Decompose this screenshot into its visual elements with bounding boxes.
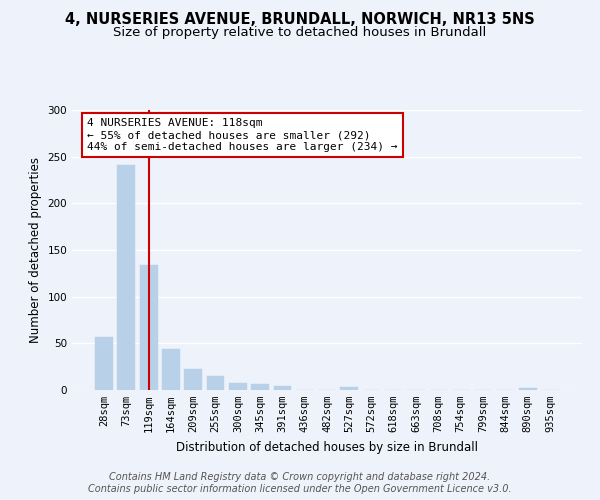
Y-axis label: Number of detached properties: Number of detached properties [29, 157, 42, 343]
Bar [518, 388, 536, 390]
Bar [251, 384, 269, 390]
Text: Contains HM Land Registry data © Crown copyright and database right 2024.
Contai: Contains HM Land Registry data © Crown c… [88, 472, 512, 494]
Bar [140, 265, 158, 390]
Text: 4 NURSERIES AVENUE: 118sqm
← 55% of detached houses are smaller (292)
44% of sem: 4 NURSERIES AVENUE: 118sqm ← 55% of deta… [88, 118, 398, 152]
Text: Size of property relative to detached houses in Brundall: Size of property relative to detached ho… [113, 26, 487, 39]
X-axis label: Distribution of detached houses by size in Brundall: Distribution of detached houses by size … [176, 440, 478, 454]
Bar [184, 370, 202, 390]
Bar [229, 384, 247, 390]
Bar [95, 337, 113, 390]
Bar [274, 386, 292, 390]
Text: 4, NURSERIES AVENUE, BRUNDALL, NORWICH, NR13 5NS: 4, NURSERIES AVENUE, BRUNDALL, NORWICH, … [65, 12, 535, 28]
Bar [206, 376, 224, 390]
Bar [118, 165, 136, 390]
Bar [340, 387, 358, 390]
Bar [162, 349, 180, 390]
